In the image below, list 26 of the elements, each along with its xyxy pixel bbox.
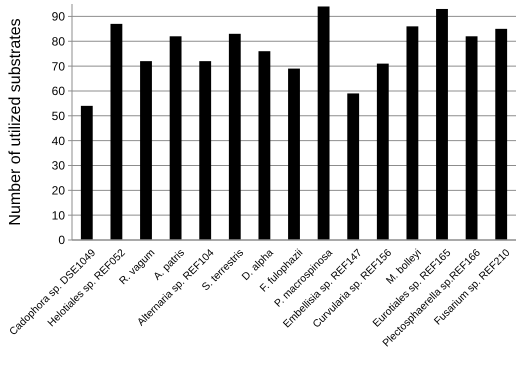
bar <box>80 106 93 240</box>
bar <box>110 24 122 240</box>
bar <box>406 26 418 240</box>
y-tick-label: 0 <box>58 233 66 248</box>
bar <box>258 51 270 240</box>
bar <box>347 93 360 240</box>
bar <box>318 6 330 240</box>
y-tick-label: 60 <box>52 84 66 98</box>
bar <box>140 61 152 240</box>
y-tick-label: 10 <box>52 208 66 222</box>
bar <box>228 34 241 240</box>
bar <box>170 36 182 240</box>
y-tick-label: 70 <box>52 59 66 74</box>
bar <box>376 64 389 240</box>
y-tick-label: 20 <box>52 184 66 198</box>
bar <box>495 28 508 240</box>
y-axis-title: Number of utilized substrates <box>7 18 24 226</box>
bar <box>288 68 300 240</box>
bar <box>436 8 448 240</box>
y-tick-label: 80 <box>52 34 66 48</box>
y-tick-label: 90 <box>52 10 66 24</box>
y-tick-label: 30 <box>52 158 66 173</box>
bar <box>466 36 478 240</box>
y-tick-label: 40 <box>52 134 66 148</box>
bar <box>199 61 212 240</box>
y-tick-label: 50 <box>52 108 66 123</box>
